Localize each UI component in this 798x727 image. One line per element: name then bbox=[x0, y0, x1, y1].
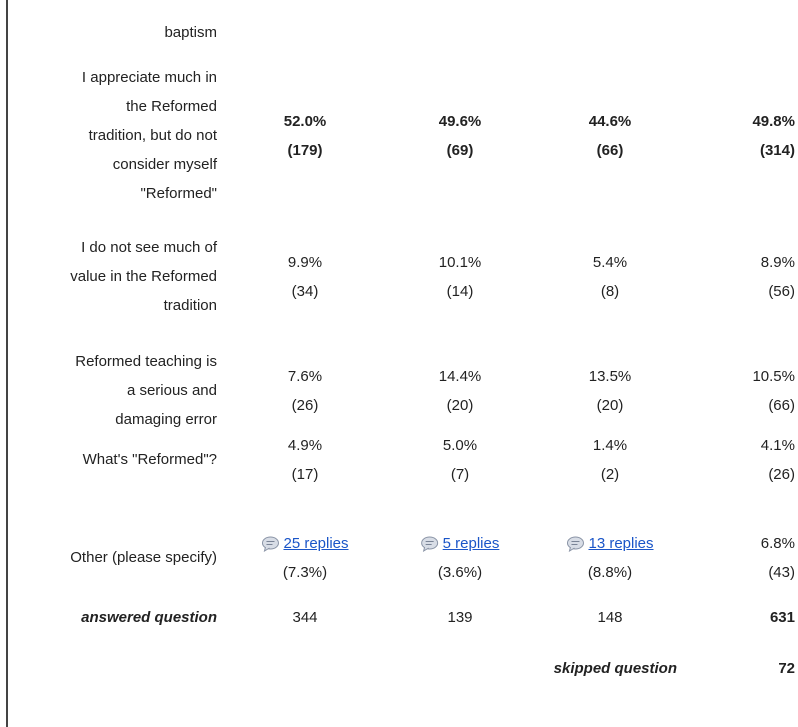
cell-percent: 5.0% bbox=[442, 436, 478, 454]
skipped-value: 72 bbox=[778, 660, 795, 677]
cell-count: (179) bbox=[287, 141, 323, 159]
cell-count: (66) bbox=[596, 141, 624, 159]
replies: 13 replies bbox=[566, 534, 654, 553]
cell-percent: 4.9% bbox=[287, 436, 323, 454]
row-label: value in the Reformed bbox=[70, 268, 217, 285]
row-label: What's "Reformed"? bbox=[82, 451, 217, 468]
row-label: a serious and bbox=[126, 382, 217, 399]
replies-link[interactable]: 25 replies bbox=[283, 534, 349, 552]
cell-percent: (8.8%) bbox=[587, 563, 633, 581]
answered-count: 344 bbox=[292, 609, 318, 626]
answered-count: 148 bbox=[597, 609, 623, 626]
row-label: tradition, but do not bbox=[88, 127, 217, 144]
cell-percent: 44.6% bbox=[588, 112, 632, 130]
cell-percent: (3.6%) bbox=[437, 563, 483, 581]
cell-count: (34) bbox=[291, 282, 319, 300]
cell-count: (26) bbox=[291, 396, 319, 414]
left-border bbox=[6, 0, 8, 727]
cell-percent: 14.4% bbox=[438, 367, 482, 385]
row-label: Reformed teaching is bbox=[75, 353, 217, 370]
cell-percent: 7.6% bbox=[287, 367, 323, 385]
cell-count: (56) bbox=[768, 282, 795, 300]
comment-icon bbox=[261, 536, 279, 552]
comment-icon bbox=[421, 536, 439, 552]
row-label: baptism bbox=[164, 24, 217, 41]
skipped-label: skipped question bbox=[553, 660, 677, 677]
row-label: consider myself bbox=[112, 156, 217, 173]
cell-percent: 10.5% bbox=[752, 367, 795, 385]
cell-percent: 49.8% bbox=[752, 112, 795, 130]
row-label: the Reformed bbox=[126, 98, 217, 115]
cell-percent: 8.9% bbox=[760, 253, 795, 271]
cell-count: (26) bbox=[768, 465, 795, 483]
cell-count: (7) bbox=[450, 465, 470, 483]
cell-percent: 4.1% bbox=[760, 436, 795, 454]
replies-link[interactable]: 5 replies bbox=[442, 534, 500, 552]
row-label: I do not see much of bbox=[81, 239, 217, 256]
cell-count: (314) bbox=[759, 141, 795, 159]
cell-count: (20) bbox=[596, 396, 624, 414]
cell-count: (69) bbox=[446, 141, 474, 159]
comment-icon bbox=[566, 536, 584, 552]
row-label: damaging error bbox=[115, 411, 217, 428]
cell-percent: 52.0% bbox=[283, 112, 327, 130]
row-label: tradition bbox=[163, 297, 217, 314]
cell-count: (8) bbox=[600, 282, 620, 300]
cell-count: (66) bbox=[768, 396, 795, 414]
replies: 5 replies bbox=[421, 534, 500, 553]
cell-percent: 1.4% bbox=[592, 436, 628, 454]
cell-count: (17) bbox=[291, 465, 319, 483]
cell-count: (20) bbox=[446, 396, 474, 414]
cell-count: (2) bbox=[600, 465, 620, 483]
cell-percent: 9.9% bbox=[287, 253, 323, 271]
cell-count: (43) bbox=[768, 563, 795, 581]
cell-percent: 13.5% bbox=[588, 367, 632, 385]
cell-percent: 6.8% bbox=[760, 534, 795, 552]
cell-percent: 10.1% bbox=[438, 253, 482, 271]
answered-label: answered question bbox=[81, 609, 217, 626]
cell-count: (14) bbox=[446, 282, 474, 300]
replies: 25 replies bbox=[261, 534, 349, 553]
cell-percent: 49.6% bbox=[438, 112, 482, 130]
answered-count: 139 bbox=[447, 609, 473, 626]
row-label: Other (please specify) bbox=[70, 549, 217, 566]
replies-link[interactable]: 13 replies bbox=[588, 534, 654, 552]
row-label: I appreciate much in bbox=[81, 69, 217, 86]
answered-total: 631 bbox=[769, 609, 795, 626]
cell-percent: (7.3%) bbox=[282, 563, 328, 581]
row-label: "Reformed" bbox=[140, 185, 217, 202]
cell-percent: 5.4% bbox=[592, 253, 628, 271]
